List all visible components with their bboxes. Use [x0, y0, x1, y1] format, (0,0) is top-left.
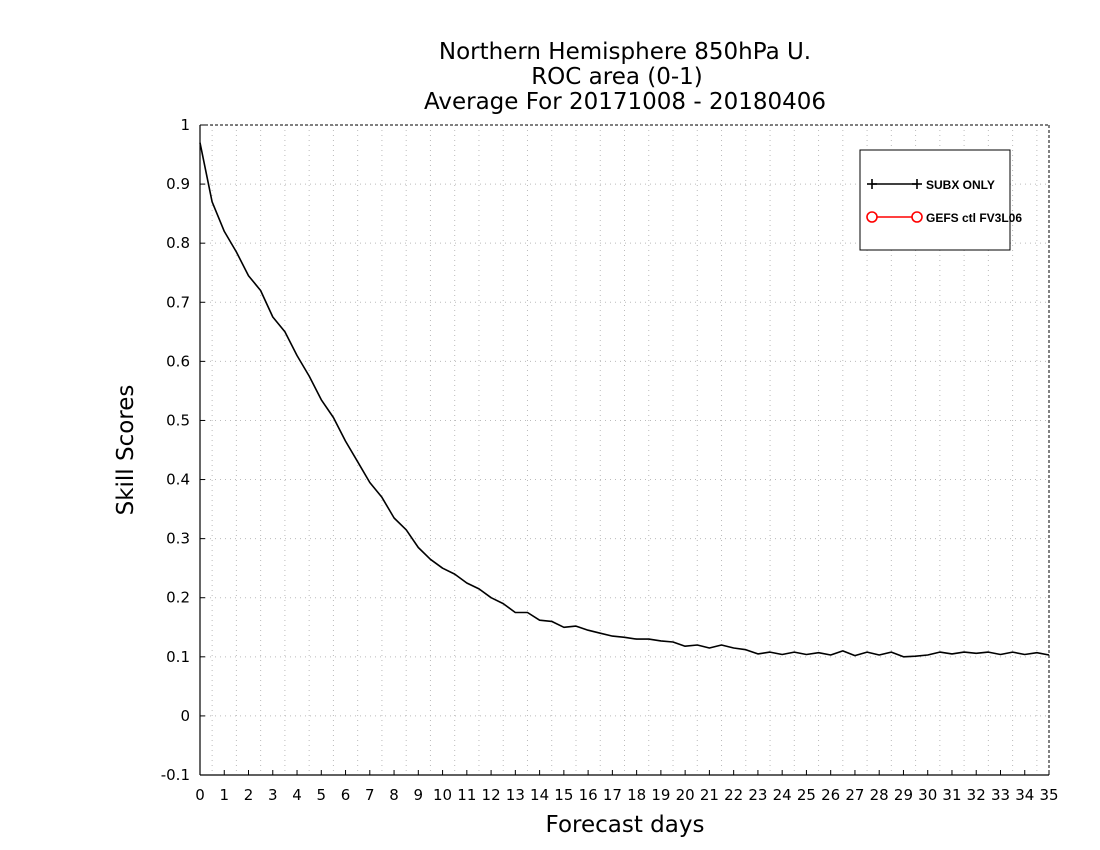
y-tick-label: 0.9 [166, 175, 190, 193]
x-tick-label: 11 [457, 786, 476, 804]
series-line-0 [199, 142, 1050, 658]
x-tick-label: 20 [676, 786, 695, 804]
x-tick-label: 22 [724, 786, 743, 804]
x-tick-label: 7 [365, 786, 375, 804]
x-tick-label: 18 [627, 786, 646, 804]
x-tick-label: 35 [1039, 786, 1058, 804]
y-tick-label: 1 [180, 116, 190, 134]
y-tick-label: 0 [180, 707, 190, 725]
x-tick-label: 17 [603, 786, 622, 804]
x-tick-label: 2 [244, 786, 254, 804]
y-tick-label: 0.7 [166, 293, 190, 311]
legend-label-0: SUBX ONLY [926, 178, 995, 192]
legend-label-1: GEFS ctl FV3L06 [926, 211, 1022, 225]
x-tick-label: 8 [389, 786, 399, 804]
legend: SUBX ONLY GEFS ctl FV3L06 [859, 149, 1022, 251]
series-lines [199, 142, 1050, 658]
x-tick-label: 34 [1015, 786, 1034, 804]
x-tick-label: 26 [821, 786, 840, 804]
y-axis-ticks: -0.1 0 0.1 0.2 0.3 0.4 0.5 0.6 0.7 0.8 0.9 1 [161, 116, 205, 784]
y-tick-label: 0.1 [166, 648, 190, 666]
title-line-1: Northern Hemisphere 850hPa U. [439, 39, 811, 65]
x-tick-label: 12 [482, 786, 501, 804]
x-tick-label: 32 [967, 786, 986, 804]
y-tick-label: 0.2 [166, 589, 190, 607]
x-tick-label: 14 [530, 786, 549, 804]
legend-box [859, 149, 1011, 251]
x-tick-label: 16 [579, 786, 598, 804]
y-tick-label: 0.4 [166, 471, 190, 489]
x-tick-label: 10 [433, 786, 452, 804]
y-tick-label: 0.3 [166, 530, 190, 548]
axes [199, 124, 1050, 776]
x-tick-label: 0 [195, 786, 205, 804]
x-tick-label: 23 [748, 786, 767, 804]
title-line-2: ROC area (0-1) [531, 64, 703, 90]
y-tick-label: -0.1 [161, 766, 190, 784]
x-axis-ticks: 0 1 2 3 4 5 6 7 8 9 10 11 12 13 14 15 16 17 18 19 20 21 22 23 24… [195, 770, 1059, 804]
x-tick-label: 4 [292, 786, 302, 804]
x-tick-label: 33 [991, 786, 1010, 804]
x-tick-label: 6 [341, 786, 351, 804]
x-tick-label: 29 [894, 786, 913, 804]
x-tick-label: 13 [506, 786, 525, 804]
x-tick-label: 24 [773, 786, 792, 804]
x-axis-label: Forecast days [546, 812, 705, 838]
x-tick-label: 31 [942, 786, 961, 804]
grid [200, 125, 1049, 775]
x-tick-label: 19 [651, 786, 670, 804]
y-tick-label: 0.8 [166, 234, 190, 252]
legend-marker-circle [866, 211, 878, 223]
legend-marker-circle [911, 211, 923, 223]
y-axis-label: Skill Scores [113, 385, 139, 516]
x-tick-label: 1 [219, 786, 229, 804]
chart-title: Northern Hemisphere 850hPa U. ROC area (… [424, 39, 826, 115]
x-tick-label: 30 [918, 786, 937, 804]
title-line-3: Average For 20171008 - 20180406 [424, 89, 826, 115]
x-tick-label: 28 [870, 786, 889, 804]
y-tick-label: 0.5 [166, 411, 190, 429]
x-tick-label: 9 [414, 786, 424, 804]
x-tick-label: 27 [845, 786, 864, 804]
x-tick-label: 5 [317, 786, 327, 804]
y-tick-label: 0.6 [166, 352, 190, 370]
x-tick-label: 25 [797, 786, 816, 804]
x-tick-label: 3 [268, 786, 278, 804]
x-tick-label: 21 [700, 786, 719, 804]
x-tick-label: 15 [554, 786, 573, 804]
